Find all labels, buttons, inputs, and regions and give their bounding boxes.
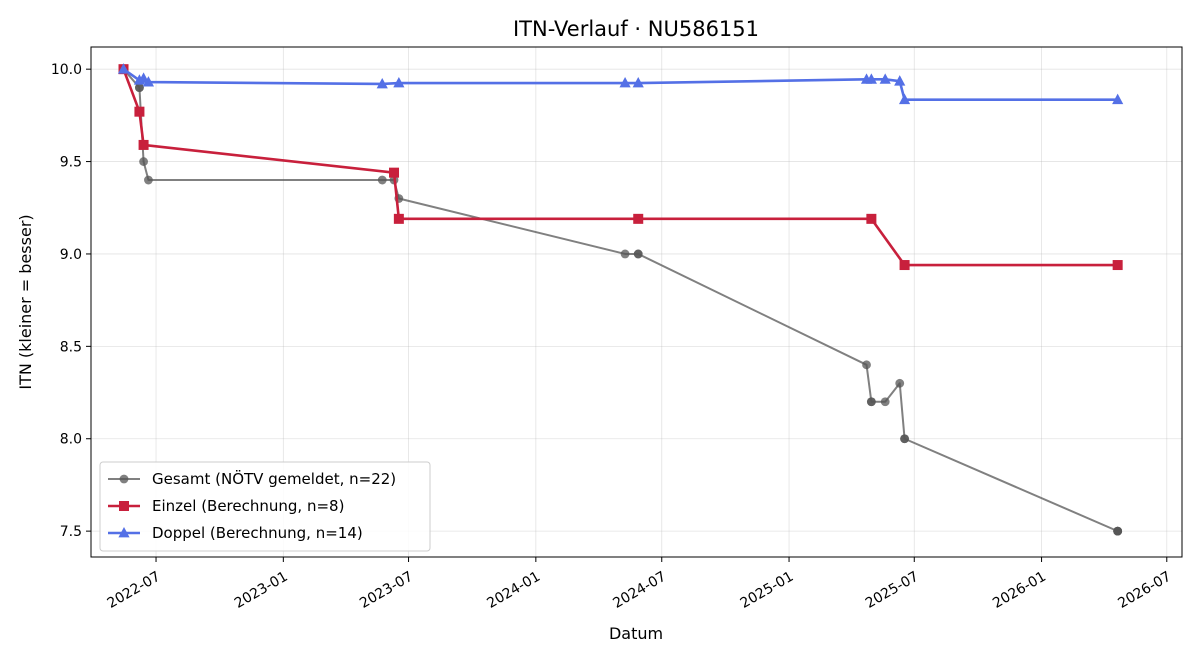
legend-label: Doppel (Berechnung, n=14) — [152, 524, 363, 542]
x-tick-label: 2025-01 — [738, 569, 797, 612]
data-point — [866, 397, 876, 407]
y-tick-label: 10.0 — [51, 62, 82, 78]
legend-item: Einzel (Berechnung, n=8) — [108, 497, 344, 515]
data-point — [1113, 526, 1123, 536]
series-2 — [118, 64, 1123, 271]
data-point — [633, 249, 643, 259]
data-point — [389, 167, 400, 178]
y-axis-label: ITN (kleiner = besser) — [16, 214, 35, 389]
data-point — [135, 83, 144, 93]
data-point — [895, 378, 905, 388]
y-tick-label: 9.0 — [60, 247, 82, 263]
data-point — [879, 73, 891, 84]
legend-item: Doppel (Berechnung, n=14) — [108, 524, 363, 542]
data-point — [117, 63, 130, 74]
legend-item: Gesamt (NÖTV gemeldet, n=22) — [108, 469, 396, 488]
x-tick-label: 2026-07 — [1115, 569, 1174, 612]
data-point — [134, 106, 145, 117]
plot-frame — [90, 46, 1183, 558]
x-tick-label: 2026-01 — [990, 569, 1049, 612]
data-point — [866, 213, 877, 224]
y-tick-label: 9.5 — [60, 155, 82, 171]
data-point — [1112, 260, 1123, 271]
y-axis: 7.5 8.0 8.5 9.0 9.5 10.0 — [51, 62, 91, 540]
series-1 — [119, 64, 1123, 536]
data-point — [376, 77, 388, 89]
x-tick-label: 2022-07 — [105, 569, 164, 612]
data-point — [900, 434, 909, 444]
y-tick-label: 7.5 — [60, 524, 82, 540]
data-point — [894, 75, 906, 86]
legend-marker — [119, 501, 129, 511]
data-point — [393, 213, 404, 224]
data-point — [899, 260, 910, 271]
legend-label: Einzel (Berechnung, n=8) — [152, 497, 344, 515]
data-point — [865, 73, 877, 84]
data-point — [138, 139, 149, 150]
legend-marker — [119, 474, 129, 484]
legend-box — [99, 461, 431, 552]
data-point — [632, 77, 644, 88]
y-tick-label: 8.0 — [60, 432, 82, 448]
data-point — [377, 175, 387, 185]
legend: Gesamt (NÖTV gemeldet, n=22) Einzel (Bere… — [99, 461, 431, 552]
data-point — [620, 249, 630, 259]
legend-marker — [118, 527, 130, 538]
x-tick-label: 2023-07 — [357, 569, 416, 612]
data-point — [144, 175, 153, 185]
data-point — [1112, 93, 1124, 105]
x-tick-label: 2024-07 — [610, 569, 669, 612]
y-tick-label: 8.5 — [60, 339, 82, 355]
legend-label: Gesamt (NÖTV gemeldet, n=22) — [152, 469, 396, 488]
series-layer — [117, 63, 1124, 536]
x-tick-label: 2024-01 — [484, 569, 543, 612]
data-point — [142, 76, 155, 87]
series-line — [122, 68, 1118, 101]
x-tick-label: 2025-07 — [863, 569, 922, 612]
series-3 — [117, 63, 1124, 105]
data-point — [633, 213, 644, 224]
data-point — [393, 77, 405, 88]
data-point — [139, 157, 148, 166]
data-point — [619, 77, 631, 88]
data-point — [862, 360, 871, 370]
data-point — [880, 397, 890, 407]
data-point — [898, 93, 911, 105]
x-tick-label: 2023-01 — [232, 569, 291, 612]
x-axis-label: Datum — [609, 624, 663, 643]
x-axis: 2022-07 2023-01 2023-07 2024-01 2024-07 2025-… — [105, 557, 1174, 612]
chart-title: ITN-Verlauf · NU586151 — [513, 17, 759, 41]
